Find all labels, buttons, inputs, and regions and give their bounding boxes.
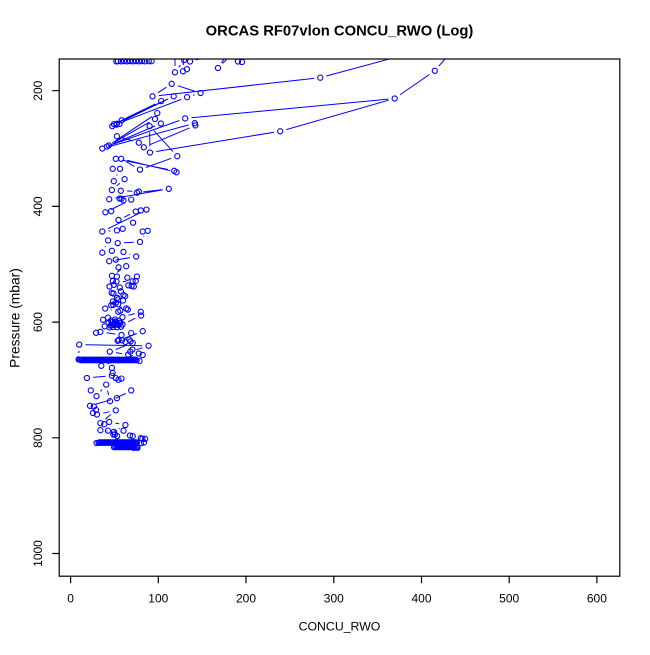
svg-text:Pressure (mbar): Pressure (mbar) bbox=[7, 268, 22, 368]
svg-text:ORCAS RF07vlon CONCU_RWO (Log): ORCAS RF07vlon CONCU_RWO (Log) bbox=[206, 24, 474, 40]
svg-text:800: 800 bbox=[31, 427, 45, 447]
svg-text:1000: 1000 bbox=[31, 540, 45, 567]
svg-text:600: 600 bbox=[587, 592, 607, 606]
svg-text:500: 500 bbox=[499, 592, 519, 606]
svg-text:200: 200 bbox=[31, 80, 45, 100]
svg-text:400: 400 bbox=[31, 196, 45, 216]
svg-text:600: 600 bbox=[31, 312, 45, 332]
svg-text:200: 200 bbox=[236, 592, 256, 606]
svg-text:0: 0 bbox=[67, 592, 74, 606]
svg-text:100: 100 bbox=[148, 592, 168, 606]
svg-text:CONCU_RWO: CONCU_RWO bbox=[299, 620, 381, 634]
svg-text:400: 400 bbox=[411, 592, 431, 606]
svg-text:300: 300 bbox=[324, 592, 344, 606]
